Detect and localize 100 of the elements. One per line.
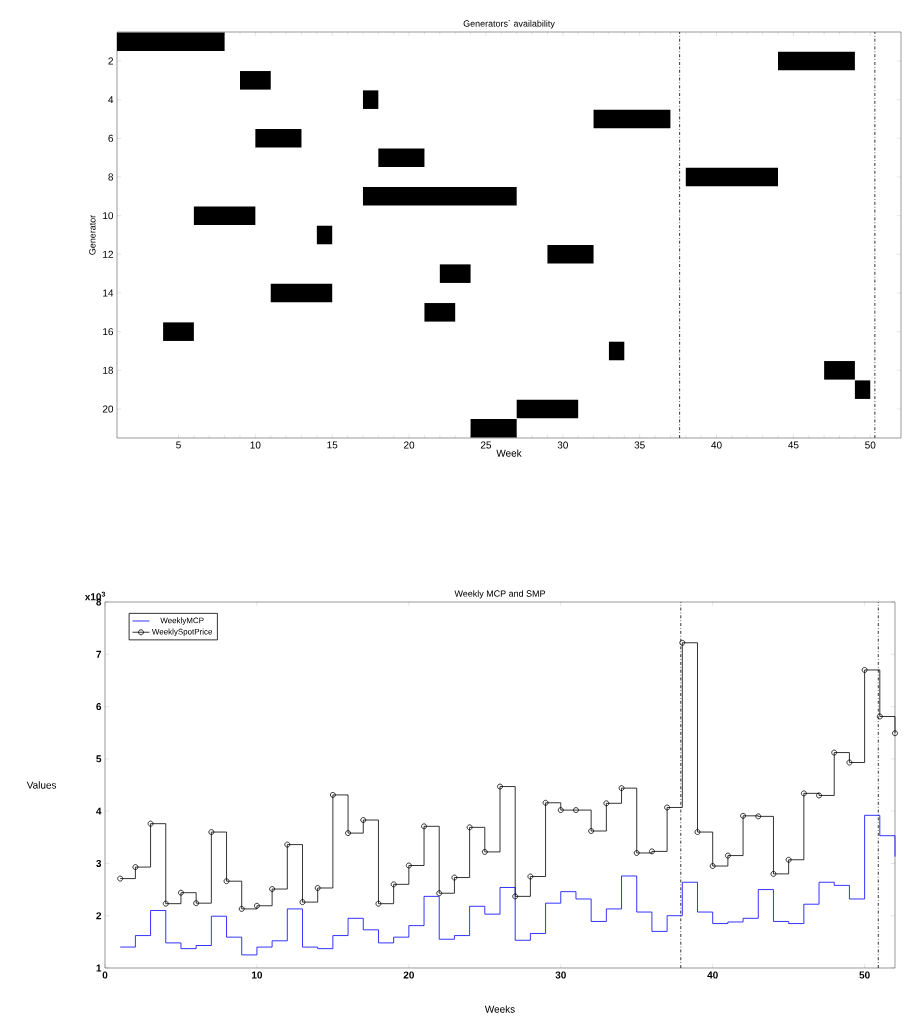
y-tick-label: 6: [108, 134, 114, 142]
point: [421, 823, 427, 830]
bar: [439, 264, 471, 283]
point: [329, 792, 336, 798]
point: [679, 639, 686, 646]
bar: [547, 245, 594, 264]
x-tick-label: 25: [480, 441, 492, 449]
point: [436, 890, 443, 897]
bar: [824, 361, 855, 380]
bar: [255, 129, 302, 148]
point: [466, 824, 473, 831]
y-axis-title: Generator: [89, 214, 96, 255]
point: [740, 812, 746, 819]
bar: [424, 303, 456, 322]
x-tick-label: 20: [404, 441, 415, 449]
point: [375, 900, 382, 907]
point: [254, 902, 260, 909]
y-tick-label: 20: [102, 405, 114, 413]
point: [208, 829, 215, 835]
x-tick-label: 35: [634, 441, 645, 449]
point: [846, 759, 853, 766]
y-tick-label: 2: [96, 912, 102, 920]
x-axis-title: Weeks: [484, 1005, 515, 1013]
bar: [362, 187, 517, 206]
x-tick-label: 0: [102, 971, 108, 979]
y-tick-label: 1: [96, 964, 102, 972]
point: [770, 870, 777, 877]
bar: [270, 283, 333, 303]
point: [633, 850, 640, 856]
point: [694, 829, 701, 835]
bar: [778, 51, 855, 71]
point: [755, 813, 762, 820]
point: [709, 863, 716, 869]
y-tick-label: 4: [108, 96, 114, 104]
point: [178, 889, 184, 896]
point: [269, 886, 276, 892]
x-tick-label: 20: [403, 971, 414, 979]
x-tick-label: 40: [711, 441, 722, 449]
point: [360, 817, 367, 823]
point: [451, 874, 458, 881]
x-tick-label: 15: [327, 441, 338, 449]
point: [512, 893, 519, 900]
y-tick-label: 7: [96, 650, 102, 658]
bar: [362, 90, 379, 109]
x-tick-label: 30: [557, 441, 568, 449]
bar: [378, 148, 425, 167]
bar: [685, 167, 779, 187]
y-tick-label: 4: [96, 807, 102, 815]
y-tick-label: 6: [96, 703, 102, 711]
point: [831, 749, 838, 756]
x-tick-label: 40: [707, 971, 718, 979]
point: [816, 792, 822, 799]
chart-title: Weekly MCP and SMP: [454, 590, 546, 599]
y-tick-label: 8: [108, 173, 114, 181]
y-axis-title: Values: [26, 781, 57, 789]
x-axis-title: Week: [496, 449, 522, 457]
y-tick-label: 12: [103, 250, 113, 258]
point: [497, 783, 503, 790]
bar: [163, 322, 194, 341]
bar: [193, 206, 256, 225]
bar: [516, 399, 579, 419]
x-tick-label: 50: [865, 441, 876, 449]
point: [861, 667, 868, 673]
point: [223, 878, 230, 885]
y-tick-label: 5: [96, 755, 102, 763]
x-tick-label: 30: [555, 971, 566, 979]
point: [162, 900, 169, 907]
point: [527, 873, 534, 880]
point: [405, 862, 412, 869]
point: [147, 820, 154, 827]
point: [314, 885, 321, 891]
point: [649, 848, 655, 855]
point: [238, 906, 245, 912]
point: [299, 899, 306, 906]
y-tick-label: 10: [103, 212, 114, 220]
bar: [608, 341, 625, 361]
point: [132, 864, 139, 870]
point: [800, 790, 807, 797]
point: [284, 841, 291, 848]
bar: [593, 109, 671, 129]
y-tick-label: 3: [96, 859, 102, 867]
x-tick-label: 45: [788, 441, 799, 449]
bar: [854, 380, 871, 399]
point: [876, 713, 883, 720]
x-tick-label: 10: [252, 971, 263, 979]
point: [664, 804, 671, 811]
point: [573, 807, 579, 813]
x-tick-label: 50: [859, 971, 870, 979]
point: [542, 799, 549, 806]
point: [193, 900, 200, 907]
y-tick-label: 16: [103, 328, 114, 336]
point: [603, 800, 610, 807]
y-tick-label: 2: [108, 57, 113, 65]
bar: [239, 71, 271, 90]
point: [557, 807, 564, 813]
bar: [316, 225, 333, 245]
point: [481, 849, 488, 855]
chart-title: Generators` availability: [463, 20, 555, 29]
point: [785, 856, 792, 863]
point: [390, 881, 397, 888]
